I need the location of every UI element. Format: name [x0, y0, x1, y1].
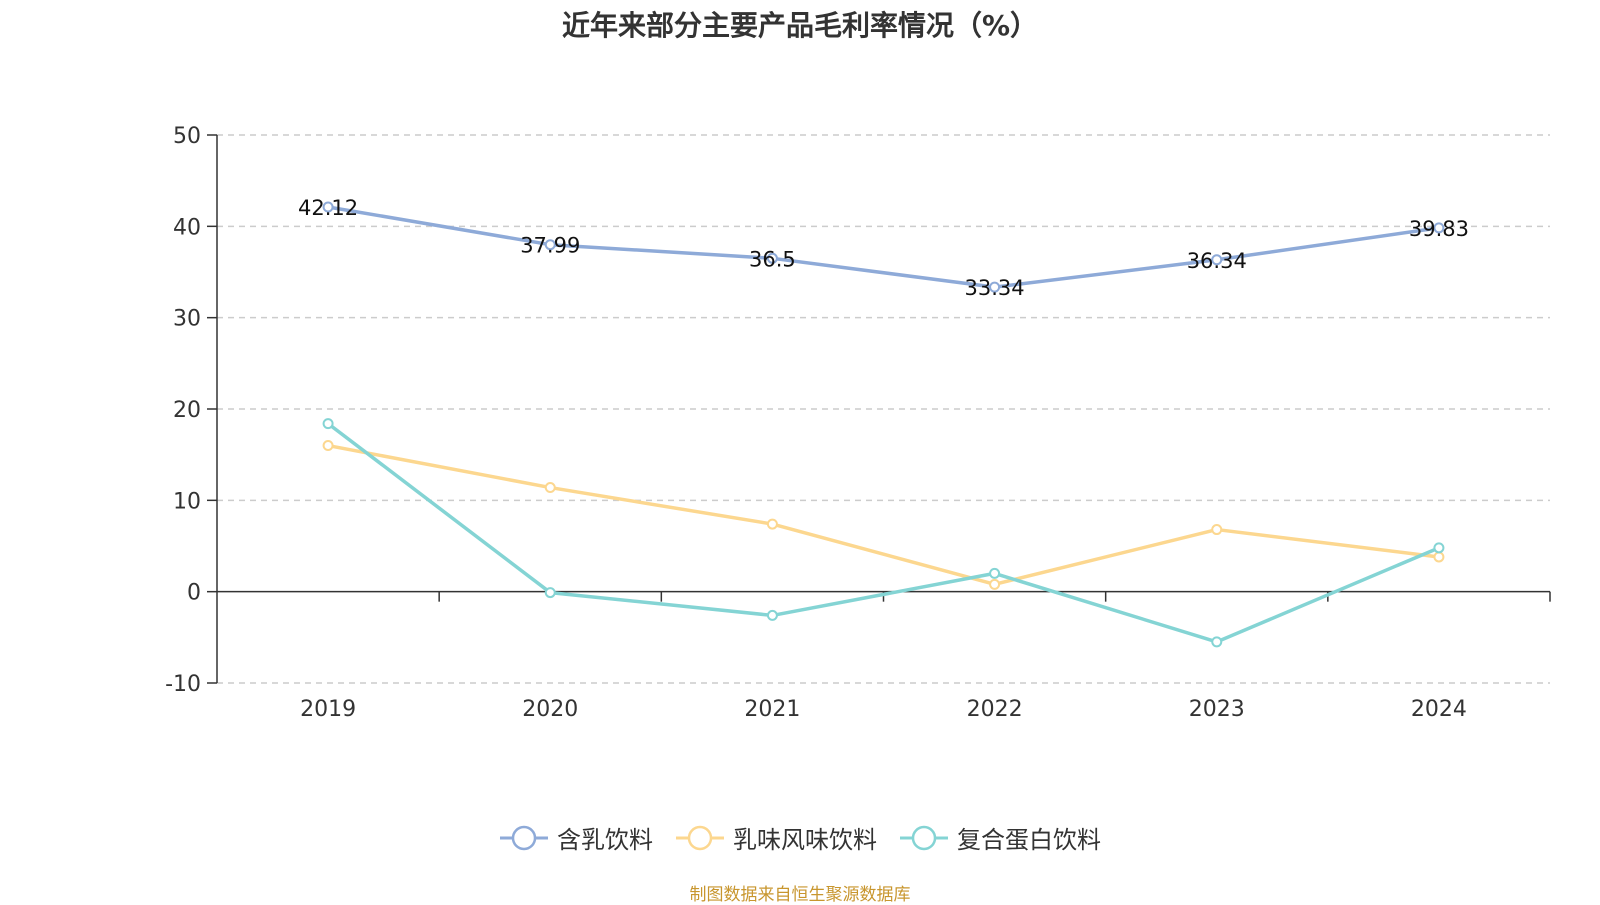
y-tick-label: 40	[173, 215, 201, 240]
data-point	[989, 567, 1001, 579]
data-point	[1433, 551, 1445, 563]
legend-item[interactable]: 含乳饮料	[499, 820, 653, 855]
legend-label: 乳味风味饮料	[733, 826, 877, 854]
x-tick-label: 2020	[522, 697, 578, 722]
data-point	[989, 578, 1001, 590]
series-line	[327, 422, 1440, 644]
legend-marker-icon	[500, 825, 548, 850]
x-tick-label: 2023	[1189, 697, 1245, 722]
x-tick-label: 2021	[744, 697, 800, 722]
data-label: 42.12	[298, 196, 358, 220]
data-label: 33.34	[965, 276, 1025, 300]
y-tick-label: 20	[173, 398, 201, 423]
data-label: 39.83	[1409, 217, 1469, 241]
legend-label: 复合蛋白饮料	[957, 826, 1101, 854]
x-tick-label: 2024	[1411, 697, 1467, 722]
data-point	[989, 281, 1001, 293]
y-tick-label: 10	[173, 489, 201, 514]
data-point	[322, 440, 334, 452]
data-label: 36.5	[749, 247, 796, 271]
data-point	[1211, 254, 1223, 266]
chart-title: 近年来部分主要产品毛利率情况（%）	[561, 9, 1039, 42]
data-point	[766, 518, 778, 530]
x-tick-label: 2022	[967, 697, 1023, 722]
series-line	[327, 205, 1440, 289]
data-point	[544, 239, 556, 251]
axes: -10 0 10 20 30 40 50 2019 2020 2021 2022 2023 2024	[165, 124, 1551, 722]
data-point	[1211, 524, 1223, 536]
data-point	[766, 609, 778, 621]
series-line	[327, 443, 1440, 587]
y-tick-label: 30	[173, 307, 201, 332]
data-label: 37.99	[520, 234, 580, 258]
data-point	[322, 201, 334, 213]
data-point	[1433, 542, 1445, 554]
x-tick-label: 2019	[300, 697, 356, 722]
legend-item[interactable]: 复合蛋白饮料	[899, 820, 1101, 855]
series-lines	[322, 201, 1445, 648]
data-point	[544, 482, 556, 494]
data-point	[544, 587, 556, 599]
data-point	[322, 418, 334, 430]
y-tick-label: -10	[165, 672, 201, 697]
data-point	[1433, 222, 1445, 234]
source-note: 制图数据来自恒生聚源数据库	[689, 885, 911, 905]
legend-item[interactable]: 乳味风味饮料	[675, 820, 877, 855]
data-point	[1211, 636, 1223, 648]
legend-marker-icon	[676, 825, 724, 850]
y-tick-label: 0	[187, 581, 201, 606]
data-point	[766, 252, 778, 264]
data-label: 36.34	[1187, 249, 1247, 273]
y-tick-label: 50	[173, 124, 201, 149]
legend: 含乳饮料 乳味风味饮料 复合蛋白饮料	[0, 820, 1600, 855]
legend-marker-icon	[900, 825, 948, 850]
legend-label: 含乳饮料	[557, 826, 653, 854]
data-labels: 42.12 37.99 36.5 33.34 36.34 39.83	[298, 196, 1469, 300]
